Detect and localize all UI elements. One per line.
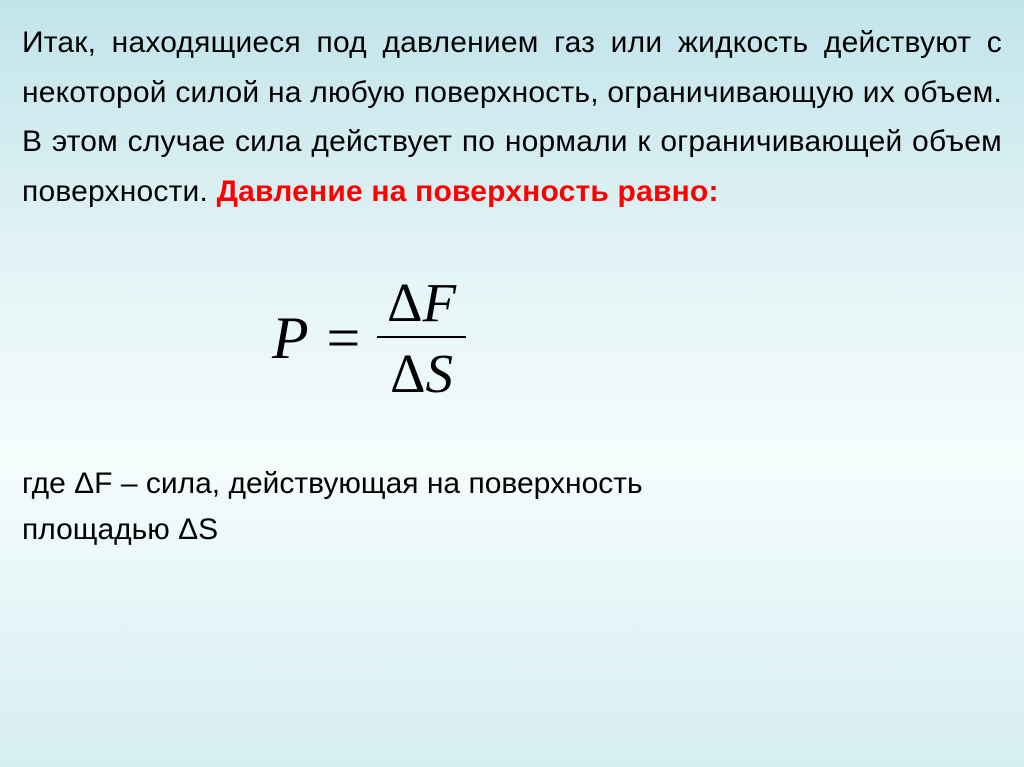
explain-line2: площадью ΔS: [22, 507, 1002, 554]
formula-fraction: ΔF ΔS: [377, 271, 466, 406]
formula-numerator: ΔF: [377, 271, 466, 336]
explanation: где ΔF – сила, действующая на поверхност…: [22, 461, 1002, 554]
formula-lhs: P =: [272, 304, 377, 373]
intro-paragraph: Итак, находящиеся под давлением газ или …: [22, 18, 1002, 216]
explain-line1: где ΔF – сила, действующая на поверхност…: [22, 461, 1002, 508]
formula-container: P = ΔF ΔS: [22, 271, 1002, 406]
formula-denominator: ΔS: [380, 338, 463, 405]
pressure-formula: P = ΔF ΔS: [272, 271, 466, 406]
slide-body: Итак, находящиеся под давлением газ или …: [0, 0, 1024, 767]
intro-highlight: Давление на поверхность равно:: [217, 175, 719, 208]
